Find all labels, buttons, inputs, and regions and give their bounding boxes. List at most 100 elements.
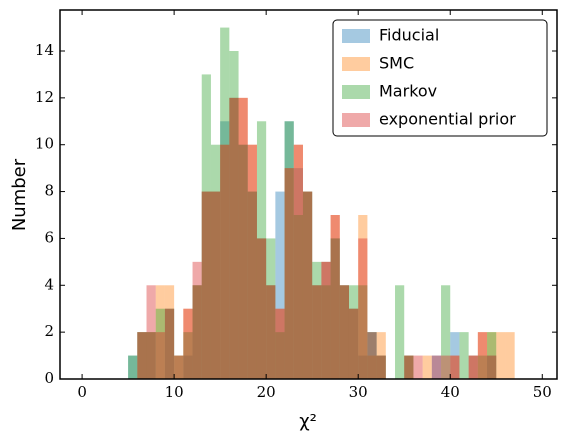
bar <box>330 238 340 379</box>
bar <box>164 285 175 379</box>
bar <box>404 355 414 379</box>
bar <box>367 332 377 379</box>
bar <box>210 144 221 379</box>
bar <box>431 355 442 379</box>
bar <box>183 308 193 379</box>
bar <box>321 285 331 379</box>
bar <box>358 238 368 379</box>
bar <box>312 285 322 379</box>
bar <box>146 332 156 379</box>
bar <box>321 261 331 379</box>
bar <box>192 261 202 379</box>
bar <box>312 285 322 379</box>
bar <box>174 355 184 379</box>
bar <box>284 168 294 379</box>
bar <box>229 97 239 379</box>
bar <box>450 355 460 379</box>
bar <box>330 215 340 379</box>
bar <box>275 332 285 379</box>
bar <box>339 285 349 379</box>
bar <box>339 285 349 379</box>
bar <box>137 332 147 379</box>
y-tick-label: 14 <box>35 41 54 59</box>
bar <box>312 261 322 379</box>
bar <box>220 121 230 380</box>
bar <box>183 355 193 379</box>
bar <box>201 191 211 379</box>
bar <box>183 332 193 379</box>
bar <box>376 355 386 379</box>
bar <box>404 355 414 379</box>
bar <box>477 332 488 379</box>
bar <box>367 332 377 379</box>
bar <box>146 285 156 379</box>
x-tick-label: 40 <box>441 383 460 401</box>
bar <box>487 355 497 379</box>
plot-frame <box>59 9 558 380</box>
bar <box>321 261 331 379</box>
bar <box>302 191 313 379</box>
bar <box>302 191 313 379</box>
legend-swatch <box>342 113 370 127</box>
bar <box>201 191 211 379</box>
bar <box>358 285 368 379</box>
bar <box>477 355 488 379</box>
bar <box>146 332 156 379</box>
bar <box>128 355 138 379</box>
bar <box>256 238 267 379</box>
bar <box>431 355 442 379</box>
bar <box>220 27 230 379</box>
y-tick-label: 10 <box>35 135 54 153</box>
legend-label: Markov <box>379 82 437 101</box>
bar <box>256 121 267 380</box>
bar <box>496 332 506 379</box>
x-tick-label: 50 <box>533 383 552 401</box>
bar <box>321 261 331 379</box>
bar <box>339 285 349 379</box>
bar <box>376 355 386 379</box>
bar <box>229 51 239 379</box>
bar <box>164 308 175 379</box>
bar <box>238 144 248 379</box>
bar <box>238 97 248 379</box>
bar <box>229 97 239 379</box>
bar <box>229 97 239 379</box>
bar <box>293 144 303 379</box>
bar <box>256 238 267 379</box>
bar <box>266 285 276 379</box>
bar <box>155 332 165 379</box>
bar <box>256 238 267 379</box>
bar <box>348 308 359 379</box>
bar <box>164 308 175 379</box>
y-tick-label: 0 <box>44 369 54 387</box>
y-tick-label: 6 <box>44 228 54 246</box>
bar <box>192 285 202 379</box>
bar <box>376 355 386 379</box>
bar <box>302 191 313 379</box>
legend-label: Fiducial <box>379 26 439 45</box>
bar <box>468 355 478 379</box>
bar <box>477 332 488 379</box>
bar <box>330 238 340 379</box>
bar <box>487 332 497 379</box>
x-tick-label: 20 <box>257 383 276 401</box>
y-tick-label: 4 <box>44 275 54 293</box>
bar <box>266 285 276 379</box>
bar <box>404 355 414 379</box>
bar <box>395 285 405 379</box>
bar <box>201 74 211 379</box>
bar <box>201 191 211 379</box>
y-tick-label: 8 <box>44 182 54 200</box>
bar <box>220 144 230 379</box>
bar <box>164 308 175 379</box>
bar <box>450 355 460 379</box>
y-tick-label: 12 <box>35 88 54 106</box>
bar <box>247 191 257 379</box>
bar <box>505 332 515 379</box>
bar <box>284 121 294 380</box>
bar <box>210 191 221 379</box>
bar <box>210 191 221 379</box>
bar <box>238 97 248 379</box>
legend-label: SMC <box>379 54 414 73</box>
